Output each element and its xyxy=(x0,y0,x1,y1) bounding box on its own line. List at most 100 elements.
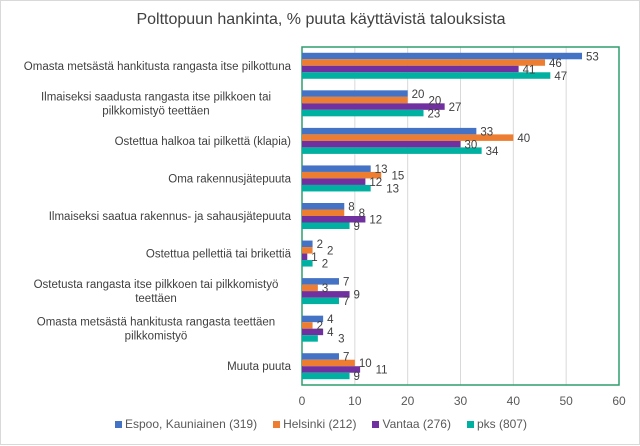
bar xyxy=(302,184,371,192)
data-label: 23 xyxy=(428,108,441,120)
bar xyxy=(302,90,408,97)
data-label: 4 xyxy=(327,327,334,339)
category-label: Omasta metsästä hankitusta rangasta teet… xyxy=(37,317,275,329)
legend-swatch xyxy=(273,421,281,428)
bar xyxy=(302,127,477,135)
data-label: 4 xyxy=(327,314,334,326)
data-label: 9 xyxy=(354,371,360,383)
bar xyxy=(302,260,313,267)
bar xyxy=(302,178,366,185)
bar xyxy=(302,240,313,248)
bar xyxy=(302,171,382,179)
category-label: pilkkomistyö teettäen xyxy=(102,105,209,117)
category-label: teettäen xyxy=(135,293,177,305)
legend-label: Helsinki (212) xyxy=(283,417,357,431)
bar xyxy=(302,335,318,342)
bar xyxy=(302,372,350,380)
data-label: 2 xyxy=(317,239,323,251)
bar xyxy=(302,353,339,360)
bar xyxy=(302,65,519,73)
bar xyxy=(302,72,551,79)
legend-item: pks (807) xyxy=(466,417,527,431)
legend-item: Helsinki (212) xyxy=(273,417,356,431)
x-tick-label: 30 xyxy=(454,394,468,408)
bar xyxy=(302,328,324,336)
data-label: 10 xyxy=(359,358,372,370)
legend-swatch xyxy=(372,421,380,428)
x-tick-label: 20 xyxy=(401,394,415,408)
data-label: 7 xyxy=(343,296,349,308)
bar xyxy=(302,140,461,148)
category-label: Ostetusta rangasta itse pilkkoen tai pil… xyxy=(34,279,279,291)
data-label: 13 xyxy=(375,164,388,176)
bar xyxy=(302,59,546,66)
legend-label: pks (807) xyxy=(476,417,527,431)
data-label: 2 xyxy=(322,259,328,271)
bar xyxy=(302,216,366,223)
bar xyxy=(302,291,350,298)
data-label: 3 xyxy=(322,283,328,295)
category-label: pilkkomistyö xyxy=(125,331,188,343)
data-label: 40 xyxy=(517,133,530,145)
bar xyxy=(302,253,308,261)
data-label: 2 xyxy=(317,321,323,333)
data-label: 8 xyxy=(348,202,354,214)
category-label: Ilmaiseksi saadusta rangasta itse pilkko… xyxy=(41,91,271,103)
bar xyxy=(302,103,445,110)
bar xyxy=(302,165,371,172)
x-tick-label: 50 xyxy=(559,394,573,408)
bar xyxy=(302,247,313,254)
x-tick-label: 40 xyxy=(507,394,521,408)
data-label: 13 xyxy=(386,183,399,195)
legend-label: Espoo, Kauniainen (319) xyxy=(125,417,258,431)
legend-item: Vantaa (276) xyxy=(372,417,451,431)
data-label: 30 xyxy=(465,139,478,151)
data-label: 12 xyxy=(369,215,382,227)
x-tick-label: 10 xyxy=(348,394,362,408)
legend-label: Vantaa (276) xyxy=(382,417,451,431)
data-label: 47 xyxy=(554,71,567,83)
data-label: 2 xyxy=(327,246,333,258)
legend-swatch xyxy=(466,421,474,428)
data-label: 20 xyxy=(412,89,425,101)
x-tick-label: 60 xyxy=(612,394,626,408)
data-label: 9 xyxy=(354,290,360,302)
data-label: 27 xyxy=(449,102,462,114)
bar xyxy=(302,297,339,305)
data-label: 20 xyxy=(428,95,441,107)
data-label: 3 xyxy=(338,334,344,346)
bar xyxy=(302,315,324,323)
category-label: Muuta puuta xyxy=(227,361,292,373)
bar xyxy=(302,322,313,329)
bar xyxy=(302,134,514,141)
bar xyxy=(302,359,355,367)
category-label: Omasta metsästä hankitusta rangasta itse… xyxy=(24,61,292,73)
data-label: 34 xyxy=(486,146,499,158)
data-label: 41 xyxy=(523,64,536,76)
bar xyxy=(302,203,345,210)
data-label: 46 xyxy=(549,58,562,70)
x-tick-label: 0 xyxy=(299,394,306,408)
data-label: 15 xyxy=(391,170,404,182)
bar xyxy=(302,366,361,373)
data-label: 8 xyxy=(359,208,365,220)
data-label: 7 xyxy=(343,277,349,289)
bar xyxy=(302,209,345,216)
legend: Espoo, Kauniainen (319) Helsinki (212) Van… xyxy=(1,417,640,431)
data-label: 9 xyxy=(354,221,360,233)
data-label: 11 xyxy=(376,365,388,377)
legend-item: Espoo, Kauniainen (319) xyxy=(115,417,257,431)
data-label: 53 xyxy=(586,51,599,63)
bar xyxy=(302,147,482,154)
legend-swatch xyxy=(115,421,122,428)
chart-title: Polttopuun hankinta, % puuta käyttävistä… xyxy=(136,11,506,28)
bar xyxy=(302,109,424,117)
category-label: Ilmaiseksi saatua rakennus- ja sahausjät… xyxy=(49,211,292,223)
bar xyxy=(302,278,339,285)
data-label: 7 xyxy=(343,352,349,364)
bar xyxy=(302,52,583,60)
category-label: Ostettua halkoa tai pilkettä (klapia) xyxy=(115,136,292,148)
data-label: 12 xyxy=(369,177,382,189)
